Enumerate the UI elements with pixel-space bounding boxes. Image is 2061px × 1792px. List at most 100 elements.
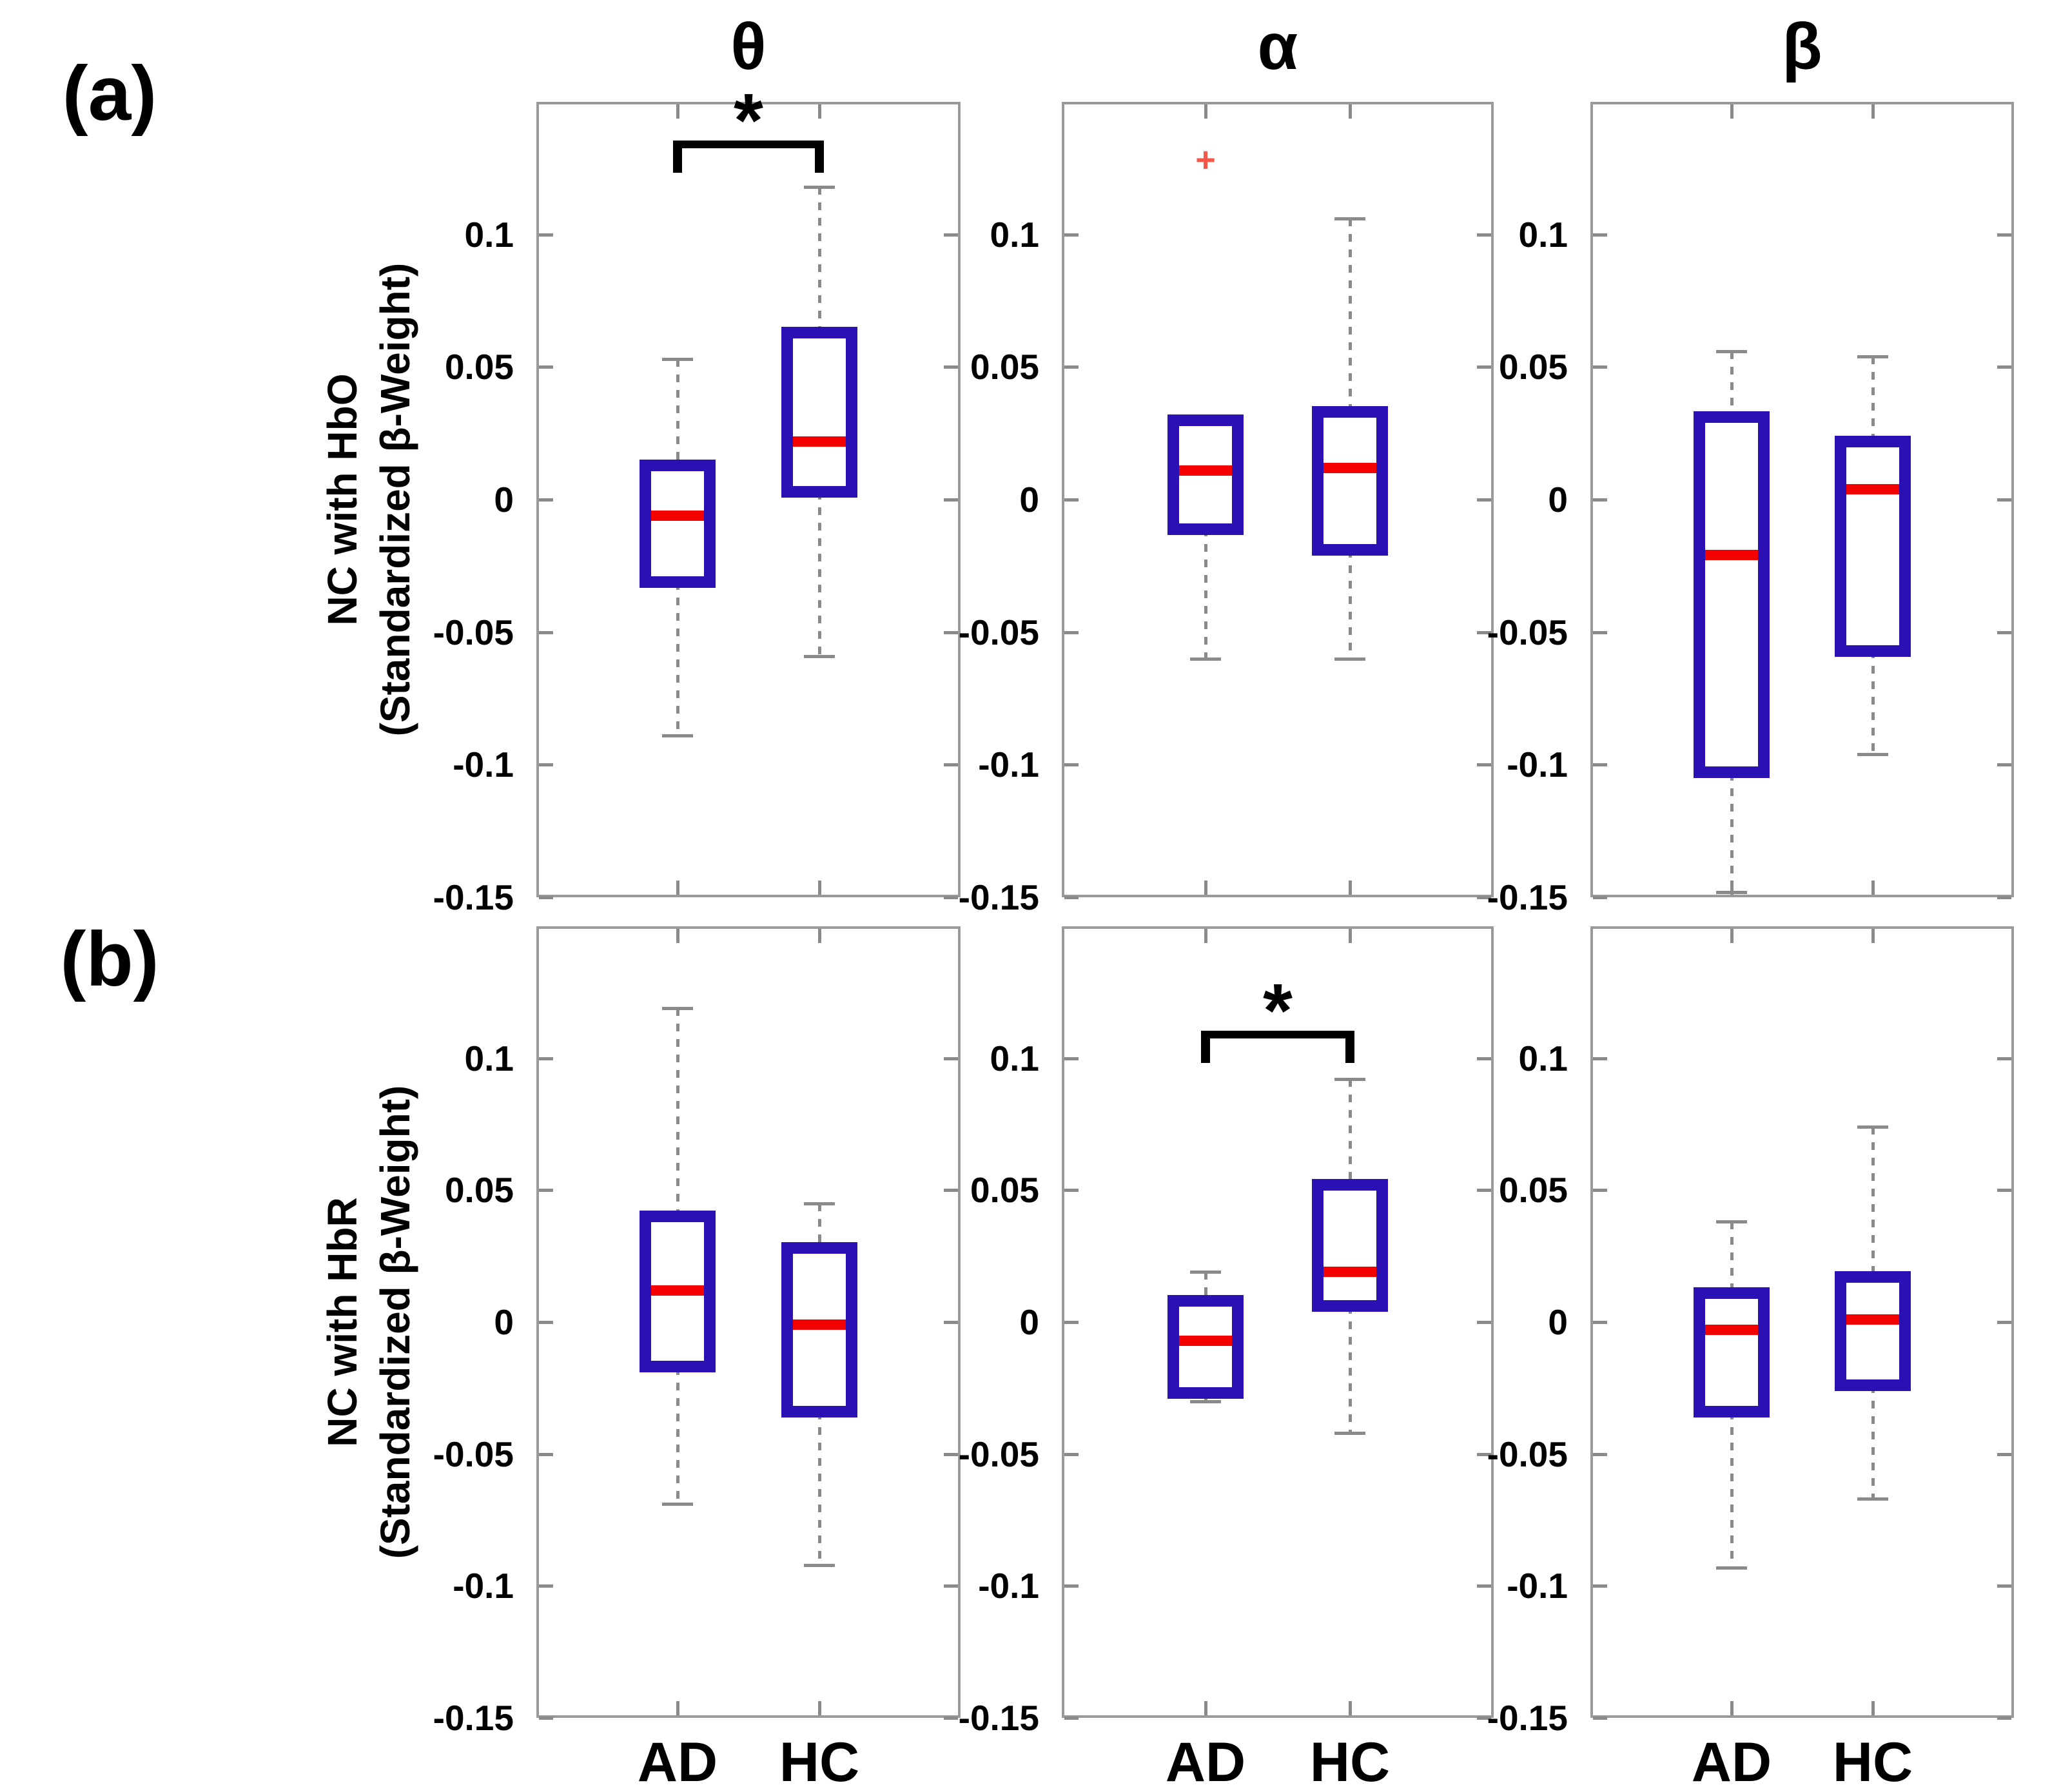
x-category-label-hc: HC: [1309, 1731, 1391, 1792]
y-tick-left: [1593, 1717, 1607, 1720]
x-tick-bottom: [676, 1701, 679, 1715]
y-tick-label: 0.1: [1518, 1038, 1568, 1078]
y-tick-right: [944, 763, 958, 766]
y-tick-left: [539, 1321, 553, 1324]
y-tick-left: [539, 896, 553, 899]
x-category-label-ad: AD: [1691, 1731, 1772, 1792]
panel-label-a: (a): [62, 50, 157, 137]
whisker-lower-hc: [1871, 650, 1875, 754]
y-tick-label: 0: [494, 1302, 514, 1342]
column-title-a-theta: θ: [730, 10, 767, 83]
x-tick-top: [1349, 929, 1352, 943]
sig-star: *: [734, 78, 763, 163]
box-ad: [1694, 411, 1770, 778]
x-tick-bottom: [818, 881, 821, 895]
y-tick-right: [944, 1717, 958, 1720]
y-tick-label: 0.1: [1518, 215, 1568, 255]
y-tick-label: -0.05: [958, 1434, 1039, 1474]
whisker-cap-upper-hc: [1857, 1125, 1888, 1129]
y-tick-right: [1997, 1584, 2011, 1588]
x-tick-bottom: [1204, 1701, 1207, 1715]
whisker-lower-ad: [1730, 773, 1734, 892]
x-tick-bottom: [1349, 881, 1352, 895]
y-tick-left: [539, 498, 553, 502]
whisker-cap-upper-hc: [804, 1202, 835, 1205]
box-ad: [1694, 1287, 1770, 1417]
x-tick-bottom: [818, 1701, 821, 1715]
whisker-upper-hc: [1871, 356, 1875, 442]
y-tick-left: [539, 631, 553, 634]
y-tick-left: [539, 365, 553, 369]
y-tick-label: -0.15: [1487, 877, 1568, 917]
whisker-lower-hc: [1871, 1385, 1875, 1499]
median-hc: [1324, 1267, 1376, 1277]
y-tick-left: [1593, 1057, 1607, 1060]
y-tick-left: [1064, 498, 1079, 502]
y-tick-left: [1593, 1584, 1607, 1588]
whisker-cap-upper-ad: [1716, 1220, 1747, 1223]
whisker-lower-hc: [818, 492, 821, 656]
x-tick-bottom: [1871, 881, 1875, 895]
box-hc: [1835, 436, 1911, 657]
y-tick-right: [944, 1584, 958, 1588]
y-tick-left: [1593, 233, 1607, 237]
y-tick-right: [944, 1189, 958, 1192]
y-tick-left: [1064, 896, 1079, 899]
axes-a-beta: [1590, 102, 2014, 897]
whisker-lower-ad: [676, 1367, 679, 1505]
whisker-upper-ad: [1730, 351, 1734, 418]
x-tick-top: [676, 929, 679, 943]
x-tick-bottom: [1871, 1701, 1875, 1715]
sig-bracket-end-left: [1201, 1031, 1210, 1063]
y-tick-left: [1593, 1189, 1607, 1192]
y-tick-right: [1477, 1057, 1491, 1060]
y-tick-right: [1997, 1057, 2011, 1060]
whisker-upper-ad: [676, 1008, 679, 1216]
median-ad: [1705, 1325, 1758, 1335]
column-title-a-beta: β: [1782, 10, 1822, 83]
whisker-cap-upper-ad: [1716, 350, 1747, 353]
y-tick-left: [539, 1717, 553, 1720]
y-tick-right: [1477, 763, 1491, 766]
y-tick-right: [1477, 233, 1491, 237]
whisker-upper-hc: [818, 1203, 821, 1249]
median-ad: [1705, 550, 1758, 560]
median-hc: [1846, 1314, 1899, 1325]
whisker-upper-ad: [676, 359, 679, 465]
y-tick-label: 0.1: [464, 1038, 514, 1078]
whisker-cap-upper-ad: [662, 358, 693, 361]
x-tick-top: [1871, 929, 1875, 943]
y-tick-right: [1477, 896, 1491, 899]
y-tick-label: 0: [494, 480, 514, 520]
y-tick-right: [944, 1453, 958, 1456]
x-category-label-ad: AD: [1165, 1731, 1246, 1792]
y-tick-left: [1064, 1717, 1079, 1720]
y-tick-left: [1064, 1321, 1079, 1324]
median-hc: [1324, 463, 1376, 473]
y-tick-label: -0.1: [453, 745, 514, 784]
axes-a-theta: [536, 102, 961, 897]
y-tick-left: [1064, 631, 1079, 634]
axes-b-alpha: [1062, 926, 1494, 1718]
y-tick-label: 0: [1548, 1302, 1568, 1342]
y-tick-left: [1064, 1584, 1079, 1588]
axes-b-beta: [1590, 926, 2014, 1718]
whisker-lower-ad: [1730, 1412, 1734, 1568]
x-tick-bottom: [676, 881, 679, 895]
whisker-lower-hc: [818, 1412, 821, 1564]
y-tick-label: 0.05: [970, 1170, 1039, 1210]
median-ad: [1179, 1336, 1232, 1346]
y-tick-right: [1477, 631, 1491, 634]
axes-a-alpha: [1062, 102, 1494, 897]
y-tick-right: [1477, 1189, 1491, 1192]
x-category-label-hc: HC: [779, 1731, 860, 1792]
x-tick-top: [676, 104, 679, 119]
median-hc: [793, 436, 846, 447]
y-tick-right: [944, 1321, 958, 1324]
y-axis-label-hbr-line1: NC with HbR: [319, 1197, 366, 1447]
sig-bracket-end-left: [673, 141, 682, 173]
y-tick-left: [1064, 1453, 1079, 1456]
whisker-cap-lower-hc: [1857, 1497, 1888, 1501]
whisker-cap-lower-hc: [1857, 753, 1888, 756]
y-tick-label: -0.1: [978, 745, 1039, 784]
